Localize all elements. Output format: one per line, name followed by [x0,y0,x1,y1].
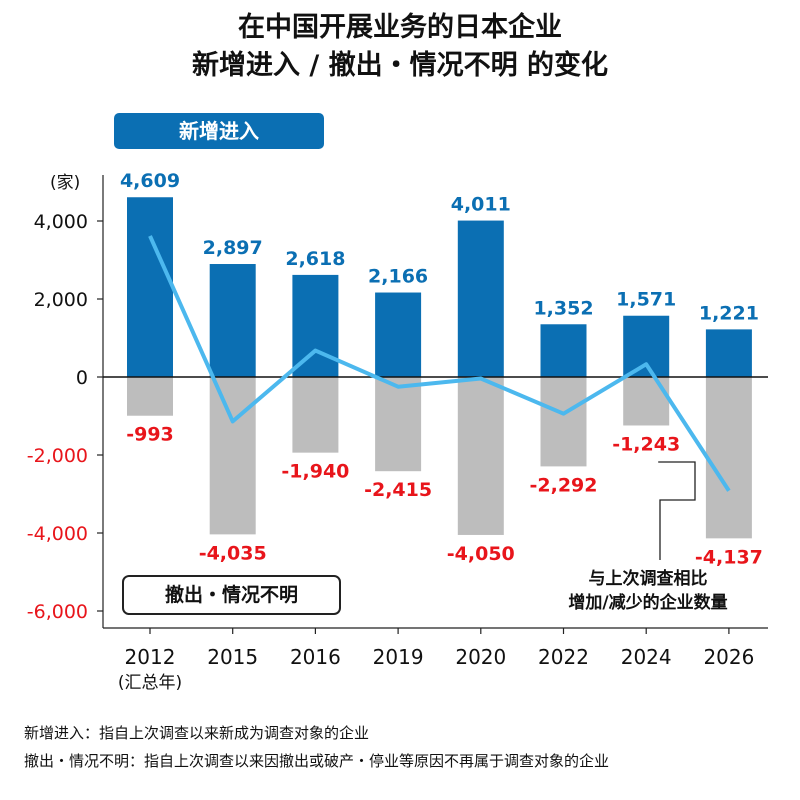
data-label-exit: -4,035 [199,542,267,564]
y-tick-label: -2,000 [27,445,88,467]
line-annotation-line-2: 增加/减少的企业数量 [568,593,728,613]
data-label-exit: -4,050 [447,543,515,565]
bar-new-entry [375,292,422,377]
data-label-exit: -4,137 [695,546,763,568]
chart-title-line-1: 在中国开展业务的日本企业 [238,12,562,43]
x-tick-label: 2020 [455,645,506,669]
bar-new-entry [540,324,587,377]
data-label-exit: -2,415 [364,479,432,501]
y-tick-label: 2,000 [34,289,88,311]
bar-new-entry [292,274,339,377]
data-label-new-entry: 1,221 [699,302,759,324]
line-annotation-line-1: 与上次调查相比 [588,569,708,589]
data-label-new-entry: 2,618 [285,248,345,270]
bar-exit [705,377,752,539]
y-tick-label: 0 [76,367,88,389]
bar-exit [375,377,422,472]
data-label-new-entry: 2,166 [368,266,428,288]
y-tick-label: -6,000 [27,601,88,623]
x-tick-label: 2015 [207,645,258,669]
x-tick-label: 2026 [703,645,754,669]
x-tick-label: 2012 [125,645,176,669]
data-label-exit: -1,940 [281,461,349,483]
bar-new-entry [457,220,504,377]
annotation-leader-line [658,461,696,560]
data-label-new-entry: 4,011 [451,194,511,216]
data-label-exit: -1,243 [612,433,680,455]
legend-exit: 撤出・情况不明 [122,575,341,615]
x-tick-label: 2024 [621,645,672,669]
data-label-new-entry: 2,897 [203,237,263,259]
data-label-new-entry: 1,352 [533,297,593,319]
data-label-new-entry: 4,609 [120,170,180,192]
legend-new-entry: 新增进入 [114,113,324,149]
x-tick-label: 2019 [373,645,424,669]
x-tick-sublabel: (汇总年) [118,673,182,693]
bar-new-entry [127,197,173,377]
bar-exit [540,377,587,467]
bar-new-entry [705,329,752,377]
data-label-new-entry: 1,571 [616,289,676,311]
bar-exit [623,377,670,426]
line-annotation: 与上次调查相比 增加/减少的企业数量 [548,567,748,615]
bar-exit [292,377,339,453]
footnote-new-entry: 新增进入：指自上次调查以来新成为调查对象的企业 [24,724,370,742]
net-change-line [148,235,731,492]
chart-title-line-2: 新增进入 / 撤出・情况不明 的变化 [191,50,609,81]
x-tick-label: 2016 [290,645,341,669]
footnote-exit: 撤出・情况不明：指自上次调查以来因撤出或破产・停业等原因不再属于调查对象的企业 [24,752,610,770]
bar-exit [457,377,504,535]
data-label-exit: -2,292 [530,474,598,496]
bar-exit [127,377,173,416]
data-label-exit: -993 [126,424,174,446]
y-tick-label: 4,000 [34,211,88,233]
y-tick-label: -4,000 [27,523,88,545]
x-tick-label: 2022 [538,645,589,669]
y-axis-unit: (家) [50,173,81,193]
bar-exit [209,377,256,535]
bar-new-entry [209,264,256,377]
